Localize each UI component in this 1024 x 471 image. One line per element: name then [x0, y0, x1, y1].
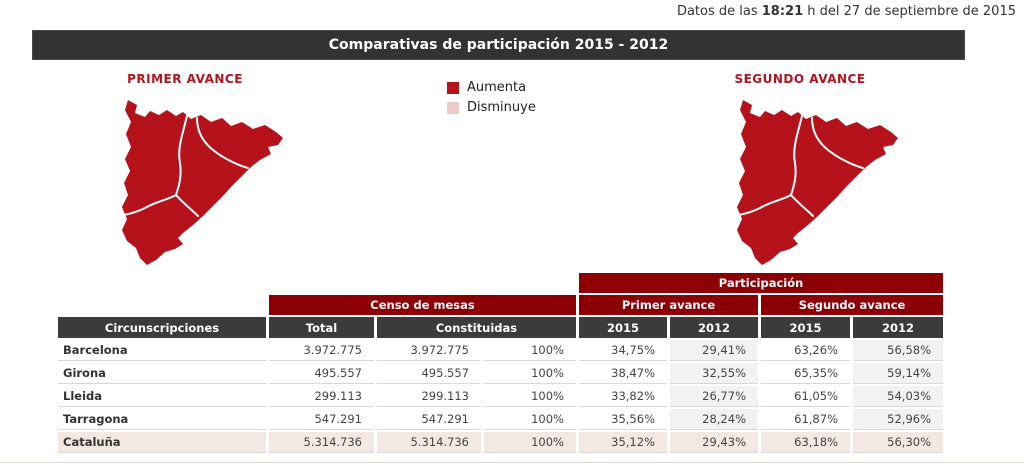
cell-sa-2015: 61,87% [761, 409, 850, 430]
header-participacion: Participación [579, 273, 944, 293]
cell-sa-2015: 63,26% [761, 340, 850, 361]
spacer-cell [58, 273, 576, 293]
cell-circunscripcion: Lleida [58, 386, 266, 407]
header-segundo-avance: Segundo avance [761, 295, 944, 315]
header-pa-2015: 2015 [579, 317, 667, 338]
map-primer-avance: PRIMER AVANCE [79, 72, 291, 268]
cell-constituidas-pct: 100% [484, 432, 576, 453]
table-group-row-2: Censo de mesas Primer avance Segundo ava… [58, 295, 944, 315]
legend-item-increase: Aumenta [447, 80, 536, 95]
cell-constituidas-pct: 100% [484, 409, 576, 430]
map-right-label: SEGUNDO AVANCE [734, 72, 866, 86]
cell-circunscripcion: Cataluña [58, 432, 266, 453]
bottom-divider [0, 462, 1024, 463]
cell-pa-2012: 26,77% [670, 386, 758, 407]
cell-constituidas-pct: 100% [484, 386, 576, 407]
cell-constituidas: 5.314.736 [377, 432, 481, 453]
cell-circunscripcion: Barcelona [58, 340, 266, 361]
cell-constituidas: 299.113 [377, 386, 481, 407]
table-row-cataluna-total: Cataluña 5.314.736 5.314.736 100% 35,12%… [58, 432, 944, 453]
cell-pa-2012: 28,24% [670, 409, 758, 430]
cell-constituidas: 495.557 [377, 363, 481, 384]
map-segundo-avance: SEGUNDO AVANCE [694, 72, 906, 268]
cell-pa-2015: 35,12% [579, 432, 667, 453]
cell-total: 3.972.775 [269, 340, 374, 361]
legend-decrease-label: Disminuye [467, 100, 536, 115]
cell-sa-2015: 61,05% [761, 386, 850, 407]
catalonia-map-segundo [736, 99, 899, 266]
legend-item-decrease: Disminuye [447, 100, 536, 115]
cell-sa-2012: 56,58% [853, 340, 944, 361]
cell-pa-2015: 38,47% [579, 363, 667, 384]
cell-circunscripcion: Girona [58, 363, 266, 384]
catalonia-map-primer [121, 99, 284, 266]
cell-pa-2012: 29,41% [670, 340, 758, 361]
data-timestamp: Datos de las 18:21 h del 27 de septiembr… [677, 4, 1016, 19]
cell-sa-2012: 59,14% [853, 363, 944, 384]
cell-pa-2015: 33,82% [579, 386, 667, 407]
legend-increase-label: Aumenta [467, 80, 527, 95]
spacer-cell [58, 295, 266, 315]
decrease-swatch-icon [447, 101, 459, 114]
map-left-label: PRIMER AVANCE [127, 72, 243, 86]
cell-total: 299.113 [269, 386, 374, 407]
cell-total: 495.557 [269, 363, 374, 384]
participation-table: Participación Censo de mesas Primer avan… [55, 271, 946, 455]
table-column-header-row: Circunscripciones Total Constituidas 201… [58, 317, 944, 338]
header-sa-2015: 2015 [761, 317, 850, 338]
cell-constituidas-pct: 100% [484, 363, 576, 384]
header-censo-de-mesas: Censo de mesas [269, 295, 576, 315]
date-prefix: Datos de las [676, 4, 762, 19]
page-title: Comparativas de participación 2015 - 201… [328, 37, 669, 53]
cell-total: 547.291 [269, 409, 374, 430]
cell-sa-2012: 56,30% [853, 432, 944, 453]
title-bar: Comparativas de participación 2015 - 201… [32, 30, 965, 60]
cell-constituidas-pct: 100% [484, 340, 576, 361]
cell-pa-2015: 34,75% [579, 340, 667, 361]
cell-sa-2015: 65,35% [761, 363, 850, 384]
cell-constituidas: 547.291 [377, 409, 481, 430]
cell-sa-2012: 52,96% [853, 409, 944, 430]
cell-total: 5.314.736 [269, 432, 374, 453]
cell-sa-2012: 54,03% [853, 386, 944, 407]
cell-sa-2015: 63,18% [761, 432, 850, 453]
increase-swatch-icon [447, 81, 459, 94]
table-group-row-1: Participación [58, 273, 944, 293]
cell-pa-2012: 29,43% [670, 432, 758, 453]
table-row-barcelona: Barcelona 3.972.775 3.972.775 100% 34,75… [58, 340, 944, 361]
cell-circunscripcion: Tarragona [58, 409, 266, 430]
header-total: Total [269, 317, 374, 338]
cell-pa-2015: 35,56% [579, 409, 667, 430]
table-row-tarragona: Tarragona 547.291 547.291 100% 35,56% 28… [58, 409, 944, 430]
table-row-lleida: Lleida 299.113 299.113 100% 33,82% 26,77… [58, 386, 944, 407]
legend: Aumenta Disminuye [447, 80, 536, 120]
header-sa-2012: 2012 [853, 317, 944, 338]
date-suffix: h del 27 de septiembre de 2015 [803, 4, 1016, 19]
time-value: 18:21 [761, 4, 804, 19]
cell-constituidas: 3.972.775 [377, 340, 481, 361]
header-pa-2012: 2012 [670, 317, 758, 338]
table-row-girona: Girona 495.557 495.557 100% 38,47% 32,55… [58, 363, 944, 384]
cell-pa-2012: 32,55% [670, 363, 758, 384]
header-constituidas: Constituidas [377, 317, 576, 338]
header-primer-avance: Primer avance [579, 295, 758, 315]
header-circunscripciones: Circunscripciones [58, 317, 266, 338]
